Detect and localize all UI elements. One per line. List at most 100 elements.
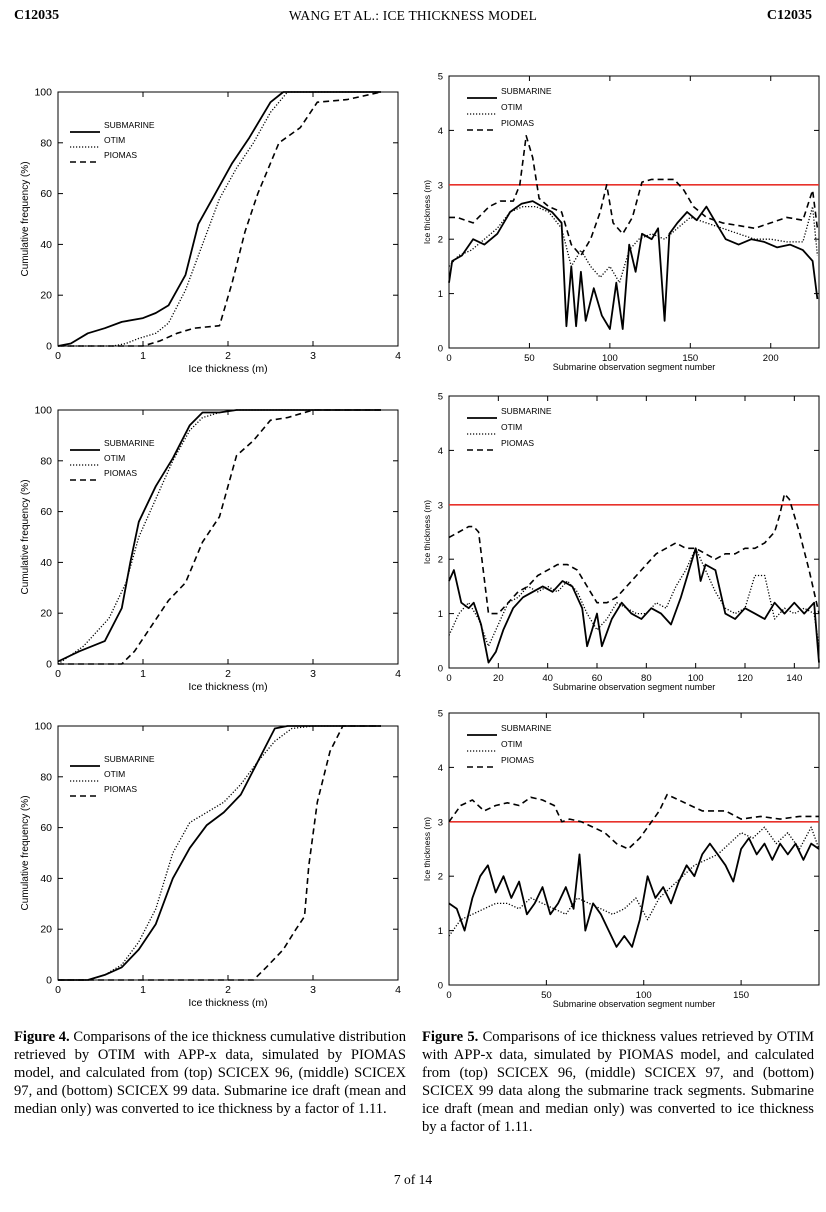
legend-label-submarine: SUBMARINE	[104, 120, 155, 130]
x-tick-label: 3	[310, 984, 316, 996]
legend-label-piomas: PIOMAS	[501, 438, 534, 448]
x-axis-label: Ice thickness (m)	[188, 997, 267, 1009]
y-axis-label: Ice thickness (m)	[422, 500, 432, 564]
legend-label-otim: OTIM	[501, 739, 522, 749]
x-axis-label: Ice thickness (m)	[188, 681, 267, 693]
figure-4-text: Comparisons of the ice thickness cumulat…	[14, 1029, 406, 1117]
y-tick-label: 0	[46, 341, 52, 353]
header-left-code: C12035	[14, 8, 60, 23]
plot-frame	[448, 395, 820, 669]
y-tick-label: 2	[438, 235, 443, 246]
x-tick-label: 80	[641, 673, 652, 684]
header-right-code: C12035	[766, 8, 812, 23]
series-line-otim	[58, 91, 381, 347]
x-tick-label: 4	[395, 984, 401, 996]
x-tick-label: 3	[310, 668, 316, 680]
y-tick-label: 40	[40, 873, 52, 885]
x-tick-label: 200	[763, 353, 779, 364]
x-axis-label: Submarine observation segment number	[553, 362, 716, 372]
x-tick-label: 60	[592, 673, 603, 684]
y-axis-label: Cumulative frequency (%)	[20, 161, 31, 276]
y-tick-label: 80	[40, 455, 52, 467]
y-tick-label: 0	[438, 344, 443, 355]
y-tick-label: 2	[438, 555, 443, 566]
legend-label-piomas: PIOMAS	[104, 150, 137, 160]
plot-frame	[57, 725, 399, 981]
y-tick-label: 0	[46, 659, 52, 671]
series-line-piomas	[448, 493, 820, 615]
series-line-submarine	[57, 91, 381, 347]
y-tick-label: 20	[40, 290, 52, 302]
series-line-otim	[58, 725, 381, 981]
x-tick-label: 3	[310, 350, 316, 362]
y-tick-label: 40	[40, 239, 52, 251]
y-tick-label: 0	[438, 981, 443, 992]
y-tick-label: 40	[40, 557, 52, 569]
legend-label-otim: OTIM	[501, 422, 522, 432]
figure-4-label: Figure 4.	[14, 1029, 70, 1045]
y-tick-label: 3	[438, 180, 443, 191]
y-tick-label: 4	[438, 126, 443, 137]
y-axis-label: Ice thickness (m)	[422, 180, 432, 244]
series-line-submarine	[448, 200, 819, 330]
x-axis-label: Submarine observation segment number	[553, 682, 716, 692]
y-tick-label: 1	[438, 289, 443, 300]
y-tick-label: 5	[438, 709, 443, 720]
y-tick-label: 100	[34, 721, 52, 733]
figure-5-label: Figure 5.	[422, 1029, 479, 1045]
x-tick-label: 20	[493, 673, 504, 684]
y-tick-label: 3	[438, 817, 443, 828]
x-tick-label: 0	[55, 668, 61, 680]
y-tick-label: 2	[438, 872, 443, 883]
y-tick-label: 4	[438, 446, 443, 457]
x-tick-label: 4	[395, 350, 401, 362]
legend-label-submarine: SUBMARINE	[501, 86, 552, 96]
plot-frame	[57, 91, 399, 347]
series-line-piomas	[449, 135, 819, 257]
series-line-piomas	[58, 725, 381, 981]
x-tick-label: 100	[688, 673, 704, 684]
x-tick-label: 40	[542, 673, 553, 684]
y-tick-label: 0	[46, 975, 52, 987]
x-tick-label: 150	[682, 353, 698, 364]
fig5-bottom-chart: 0 50 100 150 0 1 2 3 4 5 Submarine observation seg…	[422, 709, 820, 1009]
plot-frame	[448, 75, 820, 349]
legend-label-submarine: SUBMARINE	[501, 406, 552, 416]
x-tick-label: 1	[140, 668, 146, 680]
series-line-piomas	[58, 409, 381, 665]
legend-label-submarine: SUBMARINE	[104, 754, 155, 764]
x-tick-label: 2	[225, 984, 231, 996]
series-line-submarine	[448, 547, 820, 664]
y-tick-label: 1	[438, 609, 443, 620]
y-tick-label: 0	[438, 664, 443, 675]
series-line-otim	[57, 409, 381, 665]
x-tick-label: 1	[140, 984, 146, 996]
x-tick-label: 0	[55, 984, 61, 996]
legend-label-submarine: SUBMARINE	[104, 438, 155, 448]
series-line-otim	[448, 205, 819, 284]
y-tick-label: 3	[438, 500, 443, 511]
legend-label-otim: OTIM	[104, 453, 125, 463]
y-tick-label: 60	[40, 506, 52, 518]
y-axis-label: Cumulative frequency (%)	[20, 795, 31, 910]
x-tick-label: 2	[225, 668, 231, 680]
x-tick-label: 0	[55, 350, 61, 362]
plot-frame	[448, 712, 820, 986]
x-tick-label: 50	[541, 990, 552, 1001]
x-tick-label: 120	[737, 673, 753, 684]
series-line-submarine	[448, 837, 820, 948]
series-line-piomas	[58, 91, 382, 347]
x-tick-label: 0	[446, 990, 451, 1001]
y-tick-label: 80	[40, 771, 52, 783]
y-axis-label: Cumulative frequency (%)	[20, 479, 31, 594]
x-tick-label: 1	[140, 350, 146, 362]
y-tick-label: 5	[438, 392, 443, 403]
legend-label-otim: OTIM	[501, 102, 522, 112]
legend-label-piomas: PIOMAS	[104, 468, 137, 478]
figure-5-caption: Figure 5. Comparisons of ice thickness v…	[422, 1028, 814, 1136]
x-tick-label: 4	[395, 668, 401, 680]
x-tick-label: 2	[225, 350, 231, 362]
